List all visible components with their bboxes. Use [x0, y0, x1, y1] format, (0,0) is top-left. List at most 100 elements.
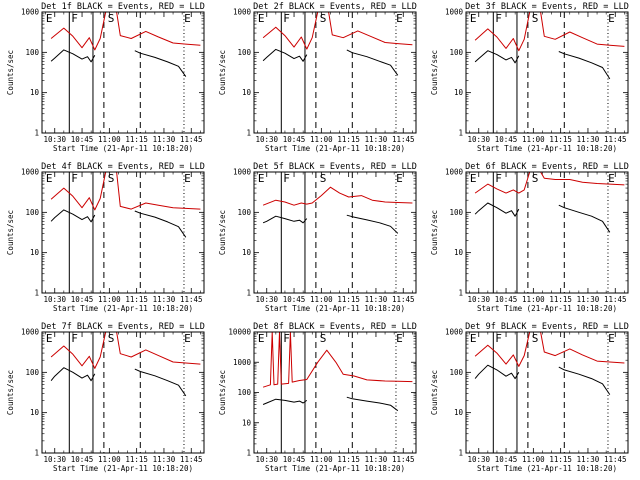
events-series-line	[50, 209, 96, 223]
y-axis-label: Counts/sec	[6, 210, 15, 255]
x-tick-label: 11:15	[549, 455, 572, 464]
flag-letter: S	[532, 332, 539, 345]
flag-letter: S	[320, 332, 327, 345]
y-tick-label: 1	[246, 449, 251, 458]
y-tick-label: 100	[25, 368, 39, 377]
plot-frame	[253, 171, 417, 294]
x-tick-label: 10:45	[283, 455, 306, 464]
lld-series-line	[474, 172, 625, 194]
x-tick-label: 11:45	[604, 455, 627, 464]
x-tick-label: 10:30	[467, 455, 490, 464]
x-tick-label: 10:45	[71, 295, 94, 304]
chart-panel: Det 8f BLACK = Events, RED = LLD Counts/s…	[218, 322, 417, 473]
y-tick-label: 10	[454, 248, 464, 257]
x-tick-label: 11:30	[577, 135, 600, 144]
events-series-line	[346, 49, 399, 76]
flag-letter: F	[495, 172, 502, 185]
flag-letter: E	[396, 172, 403, 185]
flag-letter: E	[46, 172, 53, 185]
x-tick-label: 10:45	[495, 455, 518, 464]
plot-frame	[41, 11, 205, 134]
x-axis-label: Start Time (21-Apr-11 10:18:20)	[477, 144, 617, 153]
events-series-line	[262, 398, 308, 405]
flag-letter: E	[184, 332, 191, 345]
chart-title: Det 6f BLACK = Events, RED = LLD	[465, 162, 629, 172]
flag-letter: F	[495, 332, 502, 345]
y-tick-label: 1	[34, 129, 39, 138]
chart-title: Det 2f BLACK = Events, RED = LLD	[253, 2, 417, 12]
x-axis-label: Start Time (21-Apr-11 10:18:20)	[53, 464, 193, 473]
flag-letter: F	[283, 332, 290, 345]
y-axis-label: Counts/sec	[6, 370, 15, 415]
events-series-line	[262, 215, 308, 224]
x-tick-label: 11:45	[392, 135, 415, 144]
flag-letter: E	[258, 172, 265, 185]
y-tick-label: 10	[30, 408, 40, 417]
y-axis-label: Counts/sec	[430, 50, 439, 95]
y-tick-label: 100	[237, 388, 251, 397]
flag-letter: E	[608, 332, 615, 345]
y-tick-label: 100	[25, 208, 39, 217]
x-tick-label: 11:00	[310, 295, 333, 304]
chart-title: Det 5f BLACK = Events, RED = LLD	[253, 162, 417, 172]
chart-panel: Det 4f BLACK = Events, RED = LLD Counts/s…	[6, 162, 205, 313]
x-tick-label: 10:45	[495, 135, 518, 144]
flag-letter: E	[396, 12, 403, 25]
events-series-line	[558, 366, 611, 395]
chart-title: Det 9f BLACK = Events, RED = LLD	[465, 322, 629, 332]
flag-letter: E	[470, 12, 477, 25]
x-tick-label: 11:45	[180, 135, 203, 144]
y-axis-label: Counts/sec	[218, 50, 227, 95]
events-series-line	[134, 368, 187, 397]
x-tick-label: 11:30	[577, 295, 600, 304]
y-tick-label: 1	[458, 449, 463, 458]
events-series-line	[346, 396, 399, 412]
lld-series-line	[50, 332, 201, 369]
flag-letter: F	[71, 332, 78, 345]
chart-title: Det 7f BLACK = Events, RED = LLD	[41, 322, 205, 332]
x-tick-label: 10:45	[71, 135, 94, 144]
x-tick-label: 10:30	[43, 295, 66, 304]
flag-letter: E	[608, 12, 615, 25]
x-tick-label: 11:15	[125, 295, 148, 304]
chart-panel: Det 9f BLACK = Events, RED = LLD Counts/s…	[430, 322, 629, 473]
y-tick-label: 1	[34, 449, 39, 458]
y-tick-label: 1000	[445, 328, 464, 337]
x-tick-label: 11:00	[310, 455, 333, 464]
x-tick-label: 11:15	[337, 455, 360, 464]
y-tick-label: 100	[25, 48, 39, 57]
flag-letter: E	[46, 332, 53, 345]
y-tick-label: 1	[458, 129, 463, 138]
x-axis-label: Start Time (21-Apr-11 10:18:20)	[477, 304, 617, 313]
events-series-line	[474, 364, 520, 380]
x-tick-label: 11:00	[310, 135, 333, 144]
chart-panel: Det 6f BLACK = Events, RED = LLD Counts/s…	[430, 162, 629, 313]
x-tick-label: 11:15	[125, 135, 148, 144]
flag-letter: F	[71, 12, 78, 25]
y-tick-label: 10	[242, 248, 252, 257]
y-axis-label: Counts/sec	[218, 210, 227, 255]
x-tick-label: 11:15	[549, 295, 572, 304]
lld-series-line	[262, 332, 413, 388]
x-axis-label: Start Time (21-Apr-11 10:18:20)	[53, 144, 193, 153]
x-tick-label: 10:30	[255, 455, 278, 464]
x-axis-label: Start Time (21-Apr-11 10:18:20)	[477, 464, 617, 473]
flag-letter: S	[320, 12, 327, 25]
x-axis-label: Start Time (21-Apr-11 10:18:20)	[265, 464, 405, 473]
x-tick-label: 11:30	[365, 135, 388, 144]
y-tick-label: 100	[449, 48, 463, 57]
y-tick-label: 1000	[445, 168, 464, 177]
plot-frame	[465, 171, 629, 294]
lld-series-line	[50, 12, 201, 51]
events-series-line	[558, 204, 611, 233]
x-tick-label: 11:00	[522, 295, 545, 304]
chart-title: Det 8f BLACK = Events, RED = LLD	[253, 322, 417, 332]
x-tick-label: 11:30	[153, 455, 176, 464]
chart-panel: Det 1f BLACK = Events, RED = LLD Counts/s…	[6, 2, 205, 153]
flag-letter: E	[608, 172, 615, 185]
x-tick-label: 11:15	[337, 295, 360, 304]
lld-series-line	[50, 172, 201, 211]
x-tick-label: 11:30	[365, 295, 388, 304]
y-tick-label: 10	[242, 88, 252, 97]
